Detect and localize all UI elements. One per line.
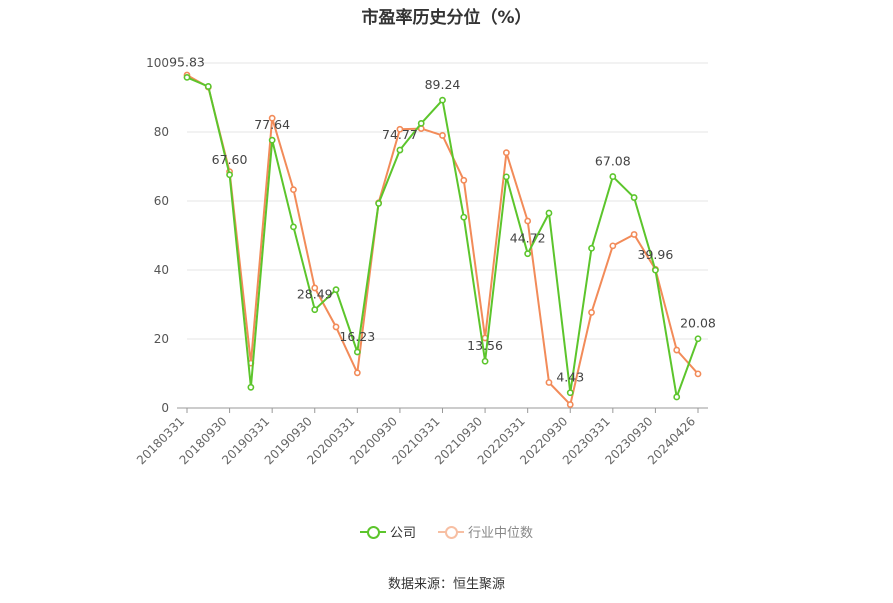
data-point-company xyxy=(652,266,659,274)
data-label: 28.49 xyxy=(297,287,333,302)
data-point-company xyxy=(183,73,191,81)
data-label: 95.83 xyxy=(169,54,205,69)
data-label: 67.60 xyxy=(212,152,248,167)
data-point-company xyxy=(204,83,212,90)
data-point-industry xyxy=(524,217,532,225)
data-point-company xyxy=(545,209,553,217)
y-tick-label: 0 xyxy=(161,401,169,415)
data-point-industry xyxy=(268,114,276,122)
data-point-industry xyxy=(609,242,617,250)
data-point-company xyxy=(375,200,383,207)
data-label: 20.08 xyxy=(680,316,716,331)
y-tick-label: 60 xyxy=(154,194,169,208)
data-point-industry xyxy=(332,323,340,331)
data-point-company xyxy=(460,213,468,221)
data-label: 67.08 xyxy=(595,154,631,169)
source-note: 数据来源：恒生聚源 xyxy=(387,577,505,592)
y-tick-label: 20 xyxy=(154,332,169,346)
y-tick-label: 80 xyxy=(154,125,169,139)
data-point-industry xyxy=(630,231,638,238)
data-label: 44.72 xyxy=(510,231,546,246)
data-point-company xyxy=(481,357,489,365)
data-point-company xyxy=(226,171,233,179)
data-point-company xyxy=(588,244,595,252)
data-point-industry xyxy=(311,284,319,292)
series-lines xyxy=(183,71,702,408)
data-label: 4.43 xyxy=(556,370,584,385)
legend-swatch-industry xyxy=(438,525,464,539)
legend: 公司 行业中位数 xyxy=(0,522,893,541)
data-point-company xyxy=(417,119,425,127)
data-point-industry xyxy=(694,370,702,378)
data-point-company xyxy=(311,306,319,314)
legend-swatch-company xyxy=(359,525,386,539)
data-point-company xyxy=(396,146,404,154)
data-label: 39.96 xyxy=(638,247,674,262)
y-tick-label: 40 xyxy=(154,263,169,277)
data-labels: 95.83 67.60 77.64 28.49 16.23 74.77 89.24 13.56… xyxy=(169,54,716,384)
data-point-industry xyxy=(396,125,404,133)
axes: 0204060801002018033120180930201903312019… xyxy=(134,56,708,467)
legend-item-company[interactable]: 公司 xyxy=(359,522,416,541)
data-point-industry xyxy=(439,132,446,139)
data-point-industry xyxy=(566,401,574,408)
data-label: 77.64 xyxy=(254,117,290,132)
data-label: 16.23 xyxy=(339,329,375,344)
data-point-industry xyxy=(460,176,468,184)
data-label: 89.24 xyxy=(425,77,461,92)
data-point-company xyxy=(630,194,638,201)
data-point-company xyxy=(673,393,681,401)
data-point-company xyxy=(268,136,276,144)
data-point-industry xyxy=(353,369,361,377)
data-point-company xyxy=(566,389,574,397)
data-point-company xyxy=(290,223,297,231)
data-label: 74.77 xyxy=(382,127,418,142)
data-point-industry xyxy=(290,186,297,194)
data-point-company xyxy=(439,96,446,104)
data-point-company xyxy=(524,250,532,258)
data-point-company xyxy=(353,348,361,356)
data-point-company xyxy=(609,173,617,180)
legend-item-industry[interactable]: 行业中位数 xyxy=(438,522,533,541)
data-point-company xyxy=(247,383,255,391)
data-point-company xyxy=(694,335,702,343)
data-point-industry xyxy=(673,346,681,354)
data-point-company xyxy=(332,286,340,294)
data-point-industry xyxy=(545,379,553,386)
legend-label-company: 公司 xyxy=(389,526,416,541)
data-label: 13.56 xyxy=(467,338,503,353)
legend-label-industry: 行业中位数 xyxy=(468,526,534,541)
data-point-industry xyxy=(502,149,510,157)
y-tick-label: 100 xyxy=(146,56,169,70)
chart-title: 市盈率历史分位（%） xyxy=(361,8,532,28)
data-point-company xyxy=(502,173,510,181)
data-point-industry xyxy=(588,309,595,316)
